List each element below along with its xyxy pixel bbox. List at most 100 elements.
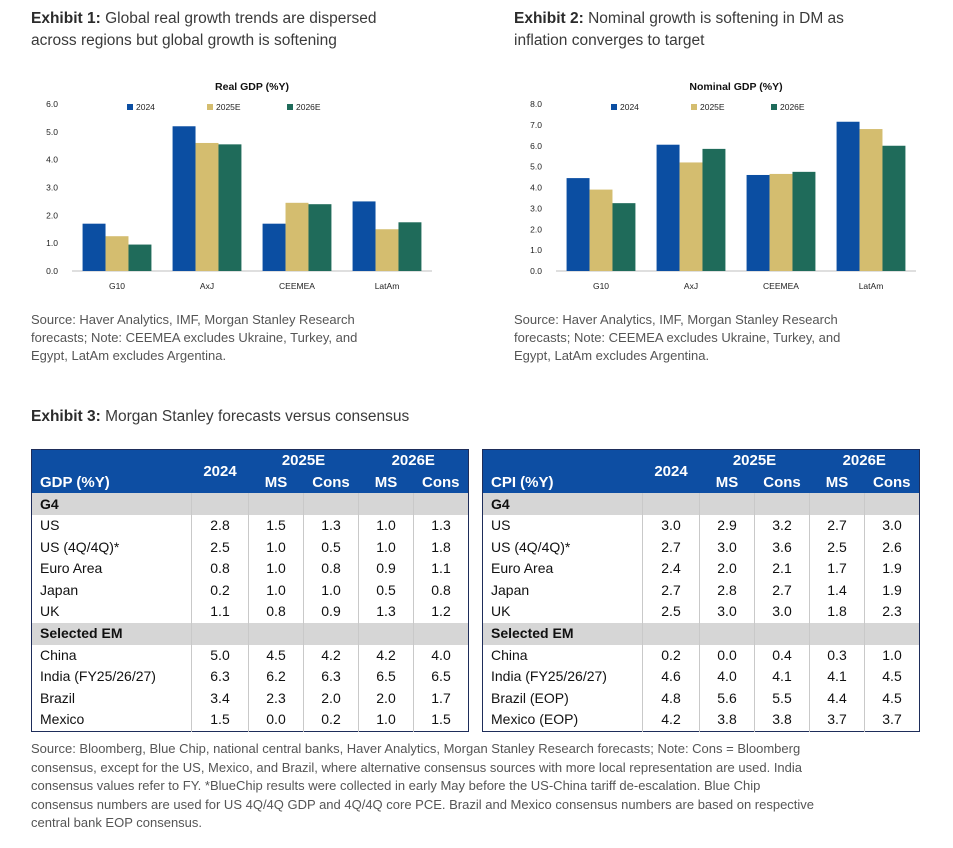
value-cell: 3.6	[754, 536, 810, 558]
header-sub-label: Cons	[413, 471, 469, 493]
legend-swatch	[127, 104, 133, 110]
value-cell: 4.0	[413, 644, 469, 666]
table-row: Euro Area 0.8 1.0 0.8 0.9 1.1	[32, 558, 469, 580]
value-cell: 2.0	[358, 687, 414, 709]
y-tick-label: 5.0	[46, 127, 58, 137]
bar	[308, 204, 332, 271]
value-cell: 1.0	[303, 579, 359, 601]
value-cell: 3.0	[754, 601, 810, 623]
y-tick-label: 4.0	[530, 183, 542, 193]
value-cell: 2.1	[754, 558, 810, 580]
value-cell: 4.2	[303, 644, 359, 666]
y-tick-label: 2.0	[530, 224, 542, 234]
table-row: US (4Q/4Q)* 2.7 3.0 3.6 2.5 2.6	[483, 536, 920, 558]
value-cell: 1.3	[358, 601, 414, 623]
exhibit1-source-line: Egypt, LatAm excludes Argentina.	[31, 348, 227, 363]
row-label: US	[40, 517, 60, 534]
value-cell: 4.4	[809, 687, 865, 709]
bar	[352, 201, 376, 271]
value-cell: 6.3	[191, 666, 249, 688]
section-empty-cell	[699, 622, 755, 645]
table-row: China 0.2 0.0 0.4 0.3 1.0	[483, 644, 920, 666]
category-label: AxJ	[200, 281, 214, 291]
row-label: Brazil	[40, 689, 76, 706]
table-title: GDP (%Y)	[31, 449, 192, 493]
value-cell: 3.0	[699, 601, 755, 623]
value-cell: 1.5	[413, 709, 469, 731]
legend-swatch	[611, 104, 617, 110]
row-label: Brazil (EOP)	[491, 689, 569, 706]
exhibit2-source-line: Source: Haver Analytics, IMF, Morgan Sta…	[514, 312, 838, 327]
section-empty-cell	[303, 493, 359, 515]
section-empty-cell	[642, 493, 700, 515]
exhibit1-source-line: Source: Haver Analytics, IMF, Morgan Sta…	[31, 312, 355, 327]
section-empty-cell	[413, 493, 469, 515]
value-cell: 0.9	[303, 601, 359, 623]
bar	[679, 162, 703, 271]
row-label: Japan	[40, 581, 79, 598]
value-cell: 4.5	[864, 666, 920, 688]
value-cell: 3.0	[864, 515, 920, 537]
table-row: US (4Q/4Q)* 2.5 1.0 0.5 1.0 1.8	[32, 536, 469, 558]
value-cell: 2.5	[809, 536, 865, 558]
value-cell: 1.8	[413, 536, 469, 558]
category-label: CEEMEA	[763, 281, 799, 291]
section-empty-cell	[191, 622, 249, 645]
legend-label: 2024	[136, 102, 155, 112]
value-cell: 4.1	[754, 666, 810, 688]
value-cell: 3.0	[642, 515, 700, 537]
header-sub-label: MS	[699, 471, 755, 493]
table-row: Brazil (EOP) 4.8 5.6 5.5 4.4 4.5	[483, 687, 920, 709]
bar	[612, 203, 636, 271]
table-row: India (FY25/26/27) 4.6 4.0 4.1 4.1 4.5	[483, 666, 920, 688]
row-label: US (4Q/4Q)*	[491, 538, 571, 555]
value-cell: 3.8	[699, 709, 755, 731]
category-label: AxJ	[684, 281, 698, 291]
table-row: US 2.8 1.5 1.3 1.0 1.3	[32, 515, 469, 537]
row-label: Mexico	[40, 711, 85, 728]
header-sub-label: MS	[358, 471, 414, 493]
value-cell: 0.4	[754, 644, 810, 666]
bar	[105, 236, 129, 271]
row-label: Japan	[491, 581, 530, 598]
legend-label: 2025E	[216, 102, 241, 112]
header-sub-label: Cons	[303, 471, 359, 493]
exhibit2-source: Source: Haver Analytics, IMF, Morgan Sta…	[514, 311, 934, 365]
section-empty-cell	[358, 622, 414, 645]
bar	[746, 174, 770, 271]
value-cell: 1.1	[413, 558, 469, 580]
value-cell: 3.2	[754, 515, 810, 537]
section-empty-cell	[699, 493, 755, 515]
value-cell: 1.8	[809, 601, 865, 623]
table-subheader-row: MS Cons MS Cons	[483, 471, 920, 493]
footer-source-note: Source: Bloomberg, Blue Chip, national c…	[31, 740, 931, 833]
table-row: Mexico 1.5 0.0 0.2 1.0 1.5	[32, 709, 469, 731]
legend-swatch	[771, 104, 777, 110]
section-empty-cell	[754, 622, 810, 645]
section-empty-cell	[248, 493, 304, 515]
value-cell: 0.2	[642, 644, 700, 666]
row-label: UK	[491, 603, 511, 620]
bar	[375, 229, 399, 271]
value-cell: 4.2	[358, 644, 414, 666]
category-label: G10	[593, 281, 609, 291]
value-cell: 0.5	[303, 536, 359, 558]
table-row: China 5.0 4.5 4.2 4.2 4.0	[32, 644, 469, 666]
bar	[172, 126, 196, 271]
y-tick-label: 0.0	[46, 266, 58, 276]
bar	[218, 144, 242, 271]
bar	[128, 244, 152, 271]
exhibit1-label: Exhibit 1:	[31, 10, 101, 27]
header-year-group: 2026E	[809, 449, 920, 471]
section-empty-cell	[809, 493, 865, 515]
bar	[398, 222, 422, 271]
real-gdp-chart: Real GDP (%Y) 0.0 1.0 2.0 3.0 4.0 5.0 6.0 2024 20…	[46, 81, 432, 291]
value-cell: 1.5	[248, 515, 304, 537]
row-label: Mexico (EOP)	[491, 711, 579, 728]
value-cell: 2.7	[754, 579, 810, 601]
value-cell: 1.0	[248, 579, 304, 601]
y-tick-label: 4.0	[46, 155, 58, 165]
value-cell: 4.6	[642, 666, 700, 688]
row-label: China	[491, 646, 528, 663]
header-sub-label: MS	[809, 471, 865, 493]
